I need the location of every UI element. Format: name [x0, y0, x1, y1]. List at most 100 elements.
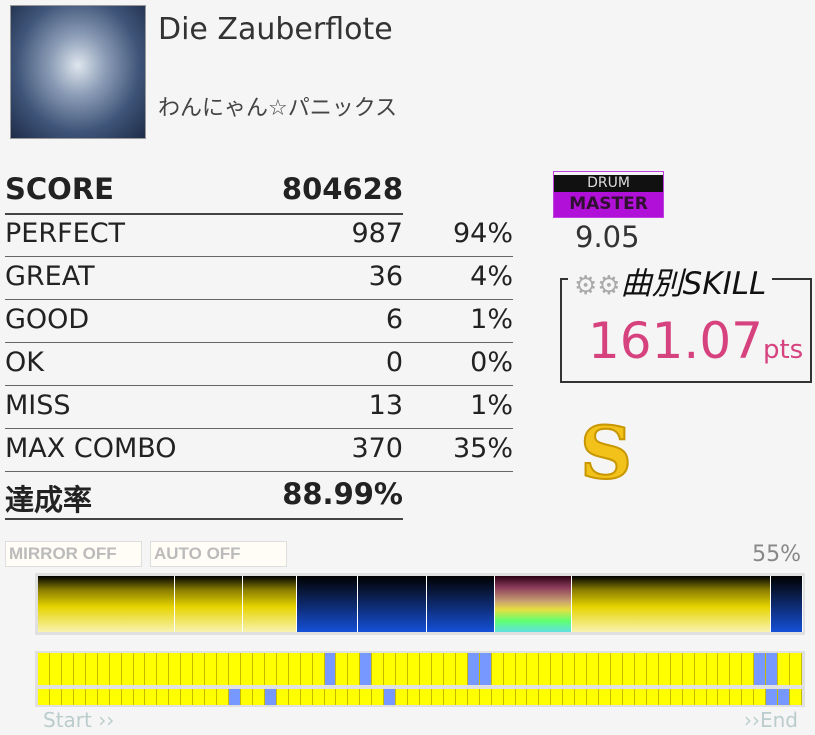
cell-yellow	[431, 653, 444, 685]
cell-yellow	[121, 689, 134, 705]
cell-yellow	[587, 689, 600, 705]
score-value: 804628	[281, 172, 403, 206]
cell-yellow	[790, 653, 802, 685]
cell-yellow	[348, 653, 361, 685]
cell-yellow	[288, 689, 301, 705]
cell-yellow	[563, 689, 576, 705]
cell-yellow	[384, 653, 397, 685]
judgement-label: GOOD	[5, 304, 90, 335]
divider	[5, 256, 513, 257]
cell-yellow	[420, 653, 432, 685]
cell-yellow	[718, 689, 731, 705]
cell-yellow	[599, 689, 611, 705]
cell-yellow	[408, 653, 420, 685]
cell-blue	[766, 653, 779, 685]
cell-yellow	[372, 653, 385, 685]
cell-yellow	[169, 689, 182, 705]
cell-yellow	[634, 653, 647, 685]
cell-yellow	[38, 653, 50, 685]
cell-blue	[264, 689, 277, 705]
gear-icon: ⚙⚙	[574, 271, 621, 301]
cell-yellow	[109, 653, 122, 685]
cell-yellow	[264, 653, 277, 685]
achievement-label: 達成率	[5, 483, 93, 517]
cell-yellow	[467, 689, 480, 705]
cell-yellow	[611, 689, 623, 705]
cell-yellow	[312, 653, 325, 685]
cell-yellow	[49, 689, 62, 705]
cell-yellow	[611, 653, 623, 685]
progress-sections	[35, 573, 805, 635]
cell-yellow	[145, 653, 158, 685]
cell-yellow	[49, 653, 62, 685]
cell-yellow	[61, 689, 74, 705]
cell-yellow	[622, 653, 635, 685]
cell-yellow	[396, 653, 409, 685]
cell-yellow	[634, 689, 647, 705]
cell-yellow	[515, 653, 528, 685]
cell-yellow	[276, 689, 289, 705]
cell-row-1	[35, 651, 805, 687]
rank-badge: S	[579, 409, 633, 496]
judgement-percent: 1%	[470, 304, 513, 335]
progress-section-rainbow	[495, 576, 572, 632]
judgement-count: 36	[368, 261, 403, 292]
cell-blue	[754, 653, 767, 685]
cell-yellow	[73, 689, 86, 705]
divider	[5, 428, 513, 429]
divider	[5, 213, 403, 215]
judgement-percent: 94%	[452, 218, 513, 249]
cell-yellow	[443, 653, 456, 685]
cell-yellow	[38, 689, 50, 705]
cell-yellow	[539, 653, 552, 685]
cell-yellow	[324, 689, 337, 705]
cell-yellow	[348, 689, 361, 705]
cell-yellow	[372, 689, 385, 705]
cell-yellow	[443, 689, 456, 705]
cell-yellow	[217, 689, 229, 705]
judgement-count: 0	[385, 347, 403, 378]
cell-yellow	[455, 653, 468, 685]
skill-unit: pts	[762, 335, 804, 365]
cell-yellow	[252, 689, 265, 705]
cell-yellow	[121, 653, 134, 685]
cell-yellow	[646, 689, 659, 705]
judgement-label: MISS	[5, 390, 71, 421]
judgement-row: MAX COMBO 370 35%	[5, 433, 513, 464]
progress-percent: 55%	[752, 542, 801, 567]
cell-yellow	[431, 689, 444, 705]
judgement-percent: 35%	[452, 433, 513, 464]
cell-yellow	[670, 653, 683, 685]
cell-yellow	[503, 689, 516, 705]
cell-yellow	[217, 653, 229, 685]
cell-yellow	[527, 689, 540, 705]
progress-section-yellow	[243, 576, 297, 632]
cell-yellow	[694, 689, 707, 705]
cell-yellow	[133, 653, 146, 685]
cell-yellow	[61, 653, 74, 685]
progress-section-blue	[427, 576, 495, 632]
cell-blue	[467, 653, 480, 685]
cell-yellow	[730, 689, 743, 705]
song-artist: わんにゃん☆パニックス	[158, 96, 398, 121]
cell-yellow	[300, 689, 313, 705]
start-label: Start ››	[43, 708, 115, 732]
cell-yellow	[97, 653, 110, 685]
cell-yellow	[229, 653, 241, 685]
end-label: ››End	[743, 708, 798, 732]
cell-yellow	[706, 653, 719, 685]
score-row: SCORE 804628	[5, 172, 403, 206]
cell-blue	[479, 653, 492, 685]
cell-yellow	[670, 689, 683, 705]
cell-yellow	[706, 689, 719, 705]
judgement-label: MAX COMBO	[5, 433, 177, 464]
cell-yellow	[193, 689, 206, 705]
cell-yellow	[587, 653, 600, 685]
divider	[5, 518, 403, 520]
achievement-value: 88.99%	[282, 477, 403, 511]
cell-yellow	[360, 689, 373, 705]
cell-yellow	[240, 689, 253, 705]
cell-yellow	[742, 689, 755, 705]
judgement-percent: 4%	[470, 261, 513, 292]
cell-yellow	[408, 689, 420, 705]
